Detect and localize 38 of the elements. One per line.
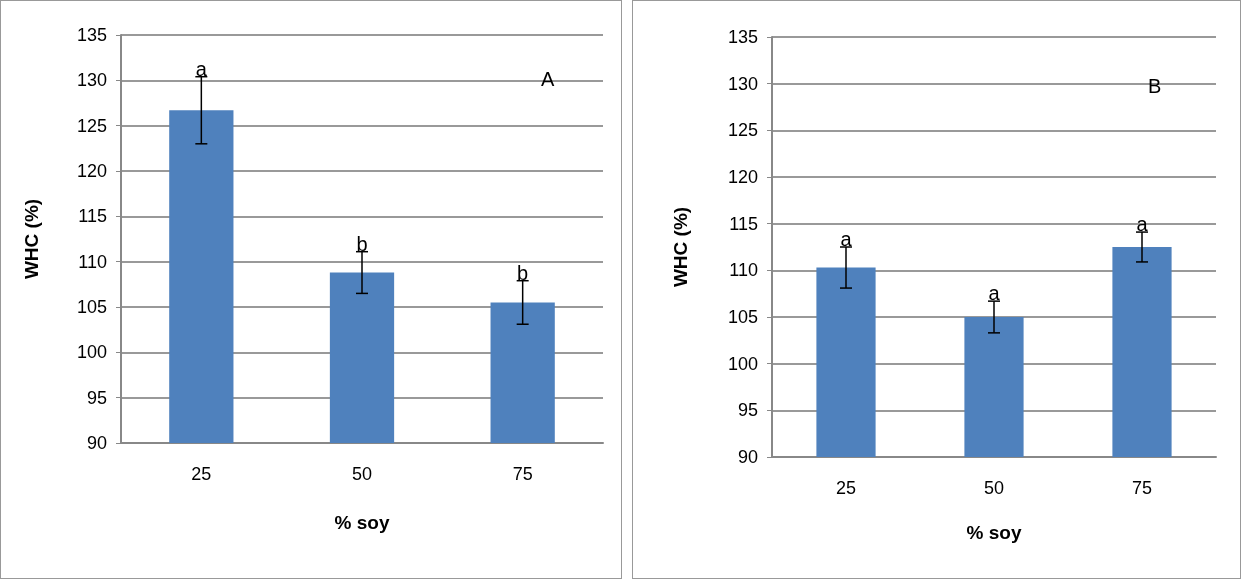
x-tick-label: 75 (1131, 478, 1153, 498)
y-tick-label: 135 (727, 27, 758, 47)
annotation: a (1136, 213, 1149, 236)
y-tick-label: 90 (737, 447, 758, 467)
annotation: B (1148, 75, 1162, 97)
y-axis-title: WHC (%) (670, 206, 691, 288)
y-tick-label: 120 (76, 161, 107, 181)
y-tick-label: 105 (727, 307, 758, 327)
annotation: b (517, 261, 529, 284)
annotation: a (195, 57, 208, 80)
y-axis-title: WHC (%) (21, 198, 42, 280)
x-tick-label: 25 (191, 464, 212, 484)
y-tick-label: 135 (76, 25, 107, 45)
y-tick-label: 115 (78, 206, 107, 227)
x-axis-title: % soy (334, 512, 390, 533)
x-tick-label: 25 (835, 478, 857, 498)
y-tick-label: 95 (737, 400, 758, 421)
y-tick-label: 125 (727, 120, 758, 141)
x-axis-title: % soy (966, 522, 1022, 543)
y-tick-label: 105 (76, 297, 107, 317)
x-tick-label: 50 (351, 464, 373, 484)
y-tick-label: 110 (78, 251, 107, 272)
annotation: b (356, 232, 368, 255)
x-tick-label: 50 (983, 478, 1005, 498)
y-tick-label: 130 (727, 73, 758, 94)
annotation: a (988, 282, 1001, 305)
annotation: A (541, 68, 555, 90)
y-tick-label: 95 (86, 387, 107, 408)
y-tick-label: 100 (76, 342, 107, 363)
x-tick-label: 75 (512, 464, 533, 484)
y-tick-label: 125 (76, 115, 107, 136)
y-tick-label: 100 (727, 353, 758, 374)
y-tick-label: 130 (76, 70, 107, 91)
y-tick-label: 115 (729, 213, 758, 234)
y-tick-label: 90 (86, 433, 107, 453)
y-tick-label: 110 (729, 260, 758, 281)
y-tick-label: 120 (727, 167, 758, 187)
annotation: a (840, 228, 853, 250)
